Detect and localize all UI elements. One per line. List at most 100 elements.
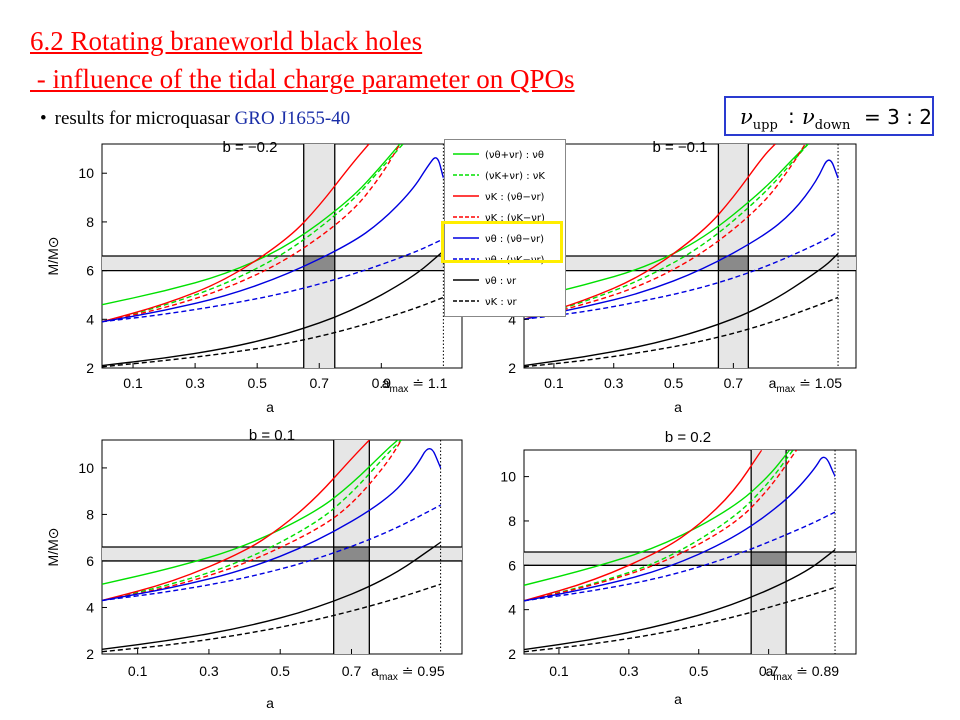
- y-tick-label: 6: [86, 263, 94, 279]
- series-line-5: [524, 511, 836, 602]
- x-tick-label: 0.5: [664, 375, 684, 391]
- band-overlap: [718, 256, 749, 271]
- amax-label: amax ≐ 0.89: [766, 663, 840, 683]
- legend-label: (νθ+νr) : νθ: [485, 150, 544, 161]
- ratio-colon-1: :: [788, 104, 795, 128]
- y-tick-label: 8: [86, 214, 94, 230]
- y-tick-label: 10: [78, 460, 94, 476]
- mass-band: [102, 547, 462, 561]
- series-line-0: [102, 144, 401, 306]
- series-line-1: [102, 144, 404, 323]
- series-line-5: [102, 238, 444, 323]
- series-line-7: [524, 586, 836, 653]
- mass-band: [102, 256, 462, 271]
- y-tick-label: 4: [86, 599, 94, 615]
- series-line-7: [102, 583, 441, 653]
- chart-title: b = −0.1: [652, 139, 707, 156]
- x-tick-label: 0.1: [128, 663, 148, 679]
- series-line-7: [524, 296, 839, 368]
- series-line-7: [102, 296, 444, 368]
- y-tick-label: 6: [508, 557, 516, 573]
- series-line-6: [102, 250, 444, 367]
- chart-title: b = −0.2: [222, 139, 277, 156]
- x-tick-label: 0.7: [342, 663, 362, 679]
- y-tick-label: 8: [86, 506, 94, 522]
- y-axis-label: M/M⊙: [45, 528, 61, 567]
- ratio-nu-down: νdown: [802, 105, 851, 133]
- series-line-2: [102, 144, 370, 323]
- x-axis-label: a: [674, 691, 682, 707]
- series-line-6: [102, 541, 442, 651]
- x-tick-label: 0.5: [247, 375, 267, 391]
- x-tick-label: 0.7: [759, 663, 779, 679]
- x-tick-label: 0.3: [185, 375, 205, 391]
- x-axis-label: a: [266, 695, 274, 711]
- x-tick-label: 0.7: [310, 375, 330, 391]
- series-line-6: [524, 253, 839, 367]
- series-line-3: [102, 144, 401, 323]
- x-tick-label: 0.7: [724, 375, 744, 391]
- x-tick-label: 0.5: [270, 663, 290, 679]
- x-tick-label: 0.5: [689, 663, 709, 679]
- y-tick-label: 2: [508, 360, 516, 376]
- series-line-5: [102, 504, 441, 602]
- series-line-1: [102, 440, 402, 602]
- slide-title-line1: 6.2 Rotating braneworld black holes: [30, 26, 423, 56]
- amax-label: amax ≐ 0.95: [371, 663, 445, 683]
- y-axis-label: M/M⊙: [45, 237, 61, 276]
- bullet-dot: •: [40, 108, 47, 129]
- bullet-line: • results for microquasar GRO J1655-40: [40, 108, 350, 130]
- series-line-4: [524, 456, 836, 602]
- chart-title: b = 0.2: [665, 429, 711, 446]
- slide-title-line2: - influence of the tidal charge paramete…: [30, 64, 575, 94]
- frequency-ratio-formula: νupp : νdown = 3 : 2: [740, 104, 932, 133]
- series-line-4: [102, 448, 442, 602]
- x-axis-label: a: [266, 399, 274, 415]
- legend-label: νθ : νr: [485, 276, 517, 287]
- ratio-nu-upp: νupp: [740, 105, 778, 133]
- series-line-3: [524, 450, 798, 602]
- x-tick-label: 0.1: [549, 663, 569, 679]
- bullet-object-name: GRO J1655-40: [234, 108, 351, 129]
- band-overlap: [751, 552, 787, 566]
- series-line-6: [524, 549, 836, 651]
- x-tick-label: 0.1: [544, 375, 564, 391]
- x-tick-label: 0.3: [604, 375, 624, 391]
- y-tick-label: 6: [86, 553, 94, 569]
- series-line-3: [102, 440, 403, 602]
- chart-title: b = 0.1: [249, 427, 295, 444]
- x-axis-label: a: [674, 399, 682, 415]
- y-tick-label: 4: [508, 311, 516, 327]
- y-tick-label: 4: [508, 602, 516, 618]
- legend-label: νK : (νθ−νr): [485, 192, 545, 203]
- bullet-text: results for microquasar: [54, 108, 235, 129]
- y-tick-label: 8: [508, 513, 516, 529]
- series-line-4: [102, 157, 445, 323]
- series-line-4: [524, 159, 839, 320]
- band-overlap: [303, 256, 335, 271]
- amax-label: amax ≐ 1.1: [382, 375, 448, 395]
- series-line-2: [524, 450, 763, 602]
- frequency-ratio-box: νupp : νdown = 3 : 2: [724, 96, 934, 136]
- legend-label: (νK+νr) : νK: [485, 171, 545, 182]
- legend-label: νθ : (νθ−νr): [485, 234, 544, 245]
- y-tick-label: 10: [500, 469, 516, 485]
- band-overlap: [333, 547, 370, 561]
- series-line-2: [102, 440, 370, 602]
- y-tick-label: 2: [86, 360, 94, 376]
- amax-label: amax ≐ 1.05: [769, 375, 843, 395]
- chart-panel-b-0-1: 2 4 6 8 10 0.1 0.3 0.5 0.7 amax ≐ 0.95 a M/M⊙ b = 0.…: [45, 427, 463, 711]
- x-tick-label: 0.3: [199, 663, 219, 679]
- x-tick-label: 0.3: [619, 663, 639, 679]
- series-line-0: [102, 440, 399, 585]
- mass-band: [524, 256, 856, 271]
- y-tick-label: 10: [78, 165, 94, 181]
- y-tick-label: 4: [86, 311, 94, 327]
- x-tick-label: 0.9: [372, 375, 392, 391]
- x-tick-label: 0.1: [123, 375, 143, 391]
- legend-label: νK : νr: [485, 297, 517, 308]
- ratio-equals: = 3 : 2: [864, 105, 932, 129]
- y-tick-label: 2: [508, 646, 516, 662]
